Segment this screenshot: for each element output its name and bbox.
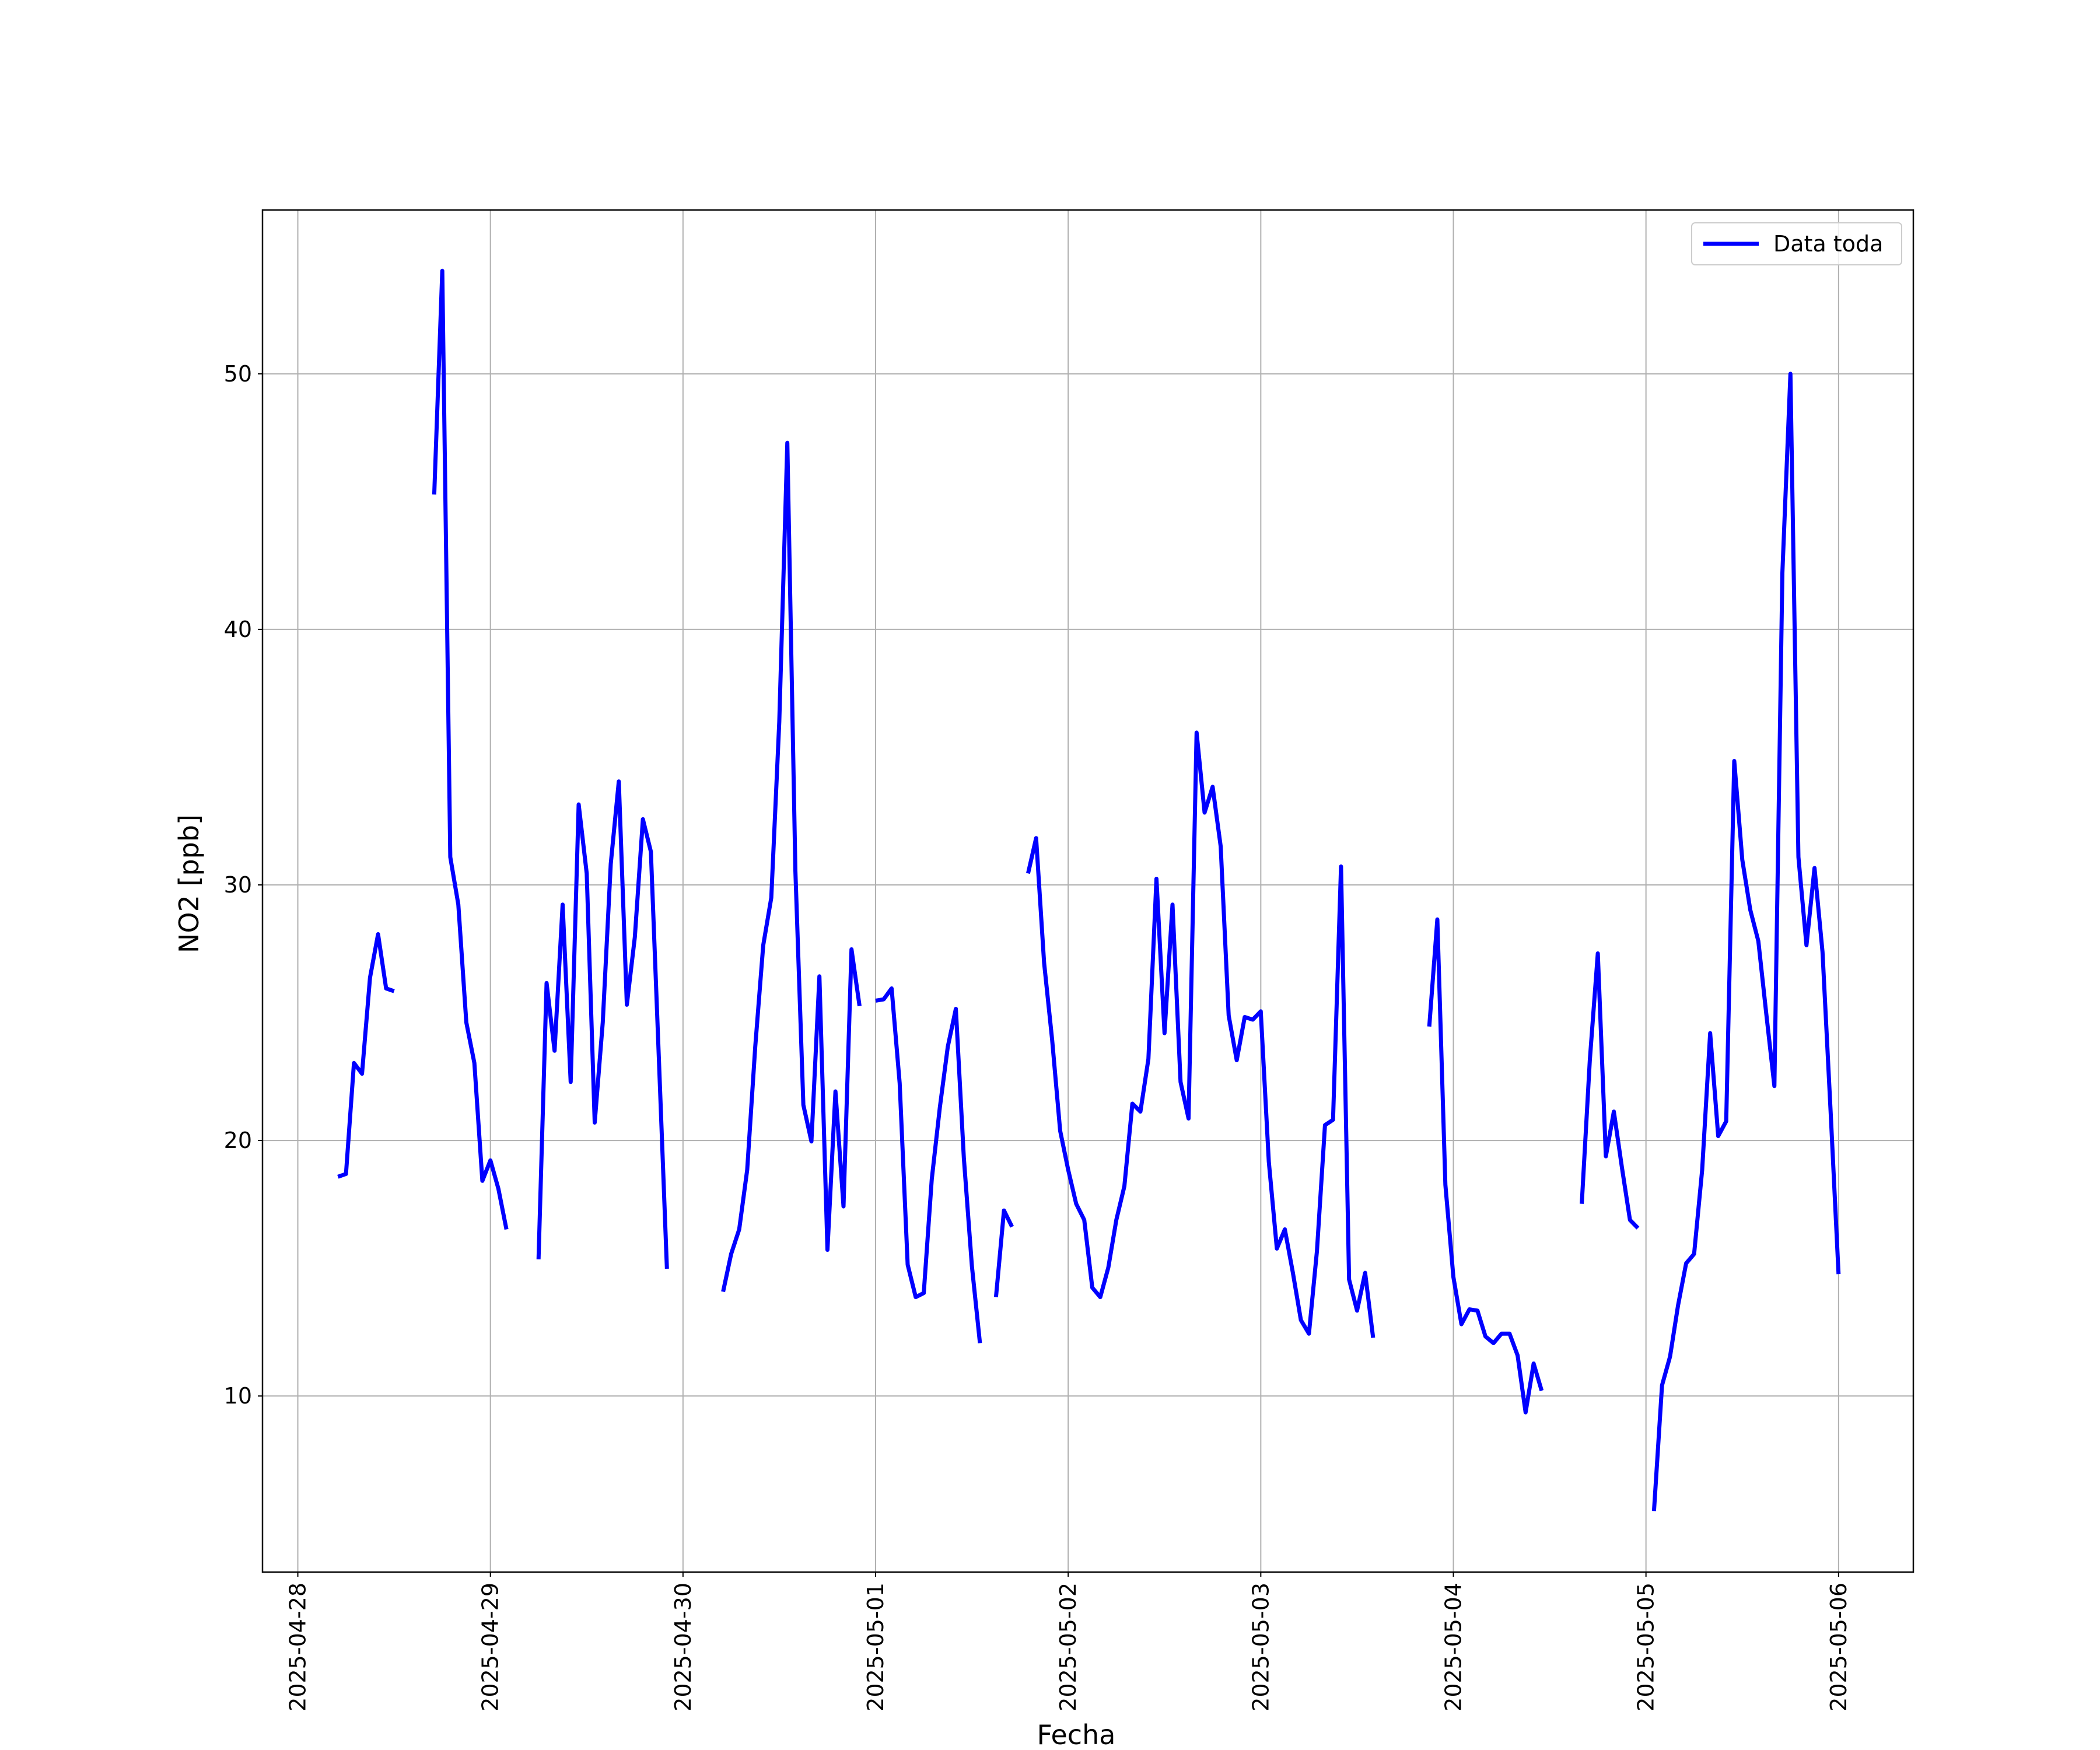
y-tick-label: 40 bbox=[224, 617, 252, 642]
y-axis-label: NO2 [ppb] bbox=[173, 814, 205, 953]
legend: Data toda bbox=[1691, 222, 1902, 265]
x-tick-label: 2025-05-03 bbox=[1248, 1583, 1273, 1712]
y-tick-label: 10 bbox=[224, 1383, 252, 1409]
x-tick-label: 2025-05-04 bbox=[1441, 1583, 1466, 1712]
plot-frame bbox=[261, 209, 1915, 1573]
data-line bbox=[337, 268, 1841, 1511]
x-tick-label: 2025-05-01 bbox=[863, 1583, 888, 1712]
x-tick-label: 2025-05-05 bbox=[1633, 1583, 1659, 1712]
x-axis-label: Fecha bbox=[1037, 1719, 1116, 1750]
x-tick-label: 2025-05-02 bbox=[1055, 1583, 1081, 1712]
y-tick-label: 20 bbox=[224, 1128, 252, 1153]
x-tick-label: 2025-04-28 bbox=[285, 1583, 311, 1712]
y-tick-label: 30 bbox=[224, 872, 252, 898]
x-tick-label: 2025-04-29 bbox=[478, 1583, 503, 1712]
y-tick-label: 50 bbox=[224, 361, 252, 387]
x-tick-label: 2025-04-30 bbox=[670, 1583, 696, 1712]
legend-box bbox=[1691, 222, 1902, 265]
x-tick-label: 2025-05-06 bbox=[1826, 1583, 1852, 1712]
legend-label: Data toda bbox=[1773, 231, 1883, 257]
